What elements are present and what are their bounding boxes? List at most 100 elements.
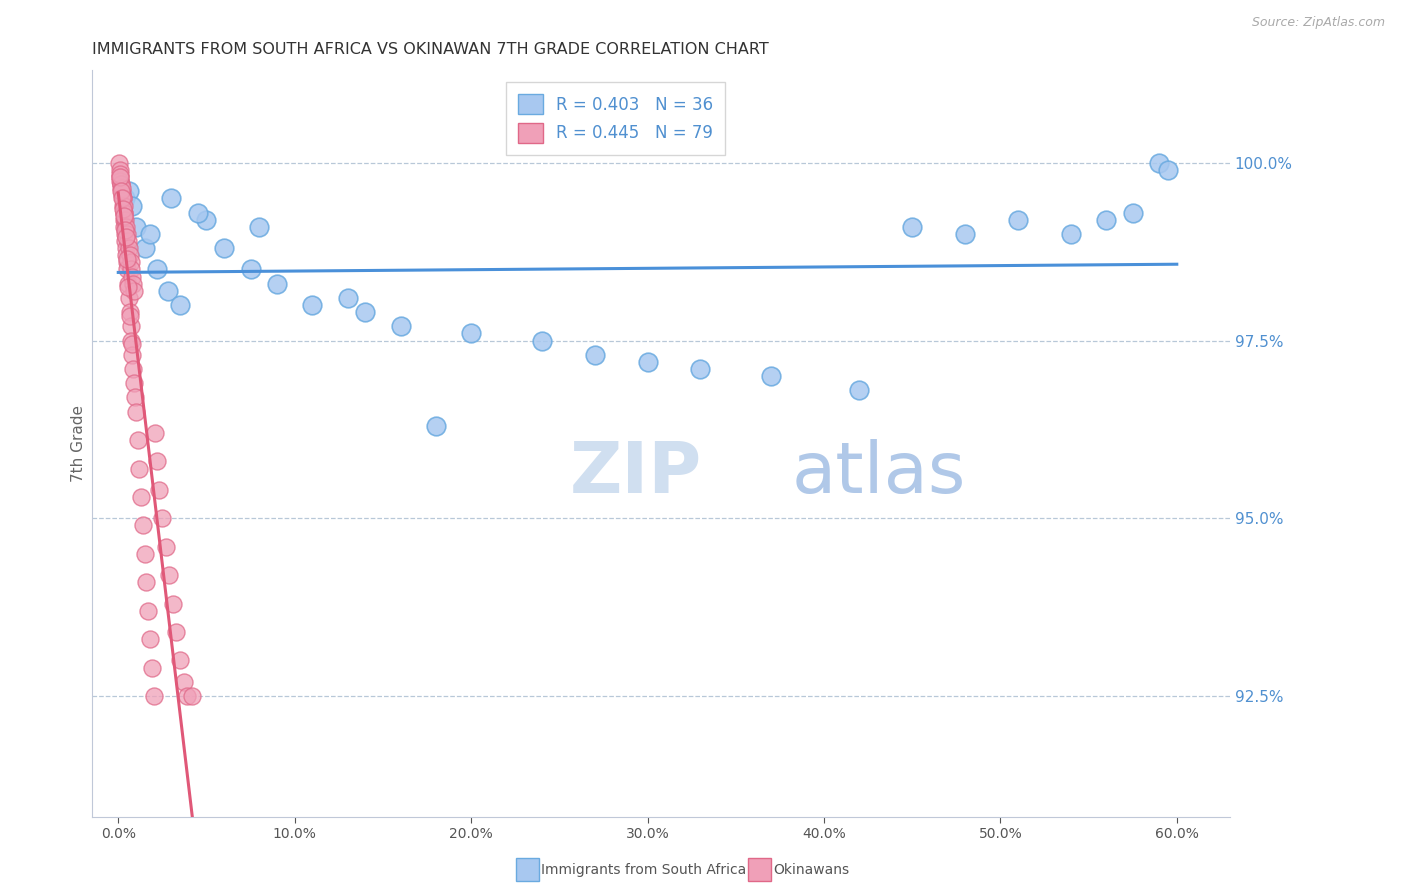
Point — [112, 198, 135, 212]
Point — [155, 540, 177, 554]
Point — [121, 348, 143, 362]
Point — [125, 219, 148, 234]
Point — [115, 219, 138, 234]
Point — [169, 298, 191, 312]
Point — [118, 291, 141, 305]
Point — [114, 223, 136, 237]
Point — [1122, 205, 1144, 219]
Point — [121, 198, 143, 212]
Point — [266, 277, 288, 291]
Point — [120, 309, 142, 323]
Point — [162, 597, 184, 611]
Point — [118, 305, 141, 319]
Point — [142, 689, 165, 703]
Point — [129, 490, 152, 504]
Point — [150, 511, 173, 525]
Point — [114, 234, 136, 248]
Point — [239, 262, 262, 277]
Point — [110, 184, 132, 198]
Point — [108, 156, 131, 170]
Point — [146, 454, 169, 468]
Point — [111, 187, 134, 202]
Point — [187, 205, 209, 219]
Point — [637, 355, 659, 369]
Point — [139, 632, 162, 647]
Point — [121, 337, 143, 351]
Text: atlas: atlas — [792, 439, 966, 508]
Point — [247, 219, 270, 234]
Point — [118, 248, 141, 262]
Point — [115, 227, 138, 241]
Point — [117, 277, 139, 291]
Point — [143, 425, 166, 440]
Point — [901, 219, 924, 234]
Point — [115, 248, 138, 262]
Point — [759, 369, 782, 384]
Point — [157, 568, 180, 582]
Point — [122, 376, 145, 391]
Point — [148, 483, 170, 497]
Point — [125, 405, 148, 419]
Point — [110, 177, 132, 191]
Point — [111, 184, 134, 198]
Point — [122, 284, 145, 298]
Point — [112, 209, 135, 223]
Text: Immigrants from South Africa: Immigrants from South Africa — [541, 863, 747, 877]
Point — [128, 461, 150, 475]
Point — [583, 348, 606, 362]
Point — [336, 291, 359, 305]
Point — [176, 689, 198, 703]
Point — [134, 241, 156, 255]
Point — [181, 689, 204, 703]
Point — [121, 262, 143, 277]
Point — [108, 167, 131, 181]
Point — [127, 433, 149, 447]
Point — [122, 362, 145, 376]
Point — [112, 198, 135, 212]
Point — [121, 334, 143, 348]
Point — [425, 418, 447, 433]
Point — [173, 674, 195, 689]
Point — [108, 170, 131, 185]
Point — [112, 205, 135, 219]
Text: Source: ZipAtlas.com: Source: ZipAtlas.com — [1251, 16, 1385, 29]
Point — [114, 230, 136, 244]
Point — [166, 625, 188, 640]
Point — [120, 255, 142, 269]
Point — [1007, 212, 1029, 227]
Point — [169, 653, 191, 667]
Point — [118, 184, 141, 198]
Point — [114, 212, 136, 227]
Point — [120, 319, 142, 334]
Point — [689, 362, 711, 376]
Point — [1060, 227, 1083, 241]
Point — [115, 252, 138, 266]
Point — [212, 241, 235, 255]
Point — [114, 219, 136, 234]
Point — [111, 180, 134, 194]
Point — [122, 277, 145, 291]
Point — [121, 269, 143, 284]
Point — [112, 212, 135, 227]
Point — [460, 326, 482, 341]
Point — [115, 255, 138, 269]
Y-axis label: 7th Grade: 7th Grade — [72, 405, 86, 483]
Point — [848, 384, 870, 398]
Point — [114, 227, 136, 241]
Point — [156, 284, 179, 298]
Text: Okinawans: Okinawans — [773, 863, 849, 877]
Point — [195, 212, 218, 227]
Point — [114, 205, 136, 219]
Point — [111, 191, 134, 205]
Text: ZIP: ZIP — [569, 439, 702, 508]
Point — [108, 163, 131, 178]
Point — [389, 319, 412, 334]
Point — [530, 334, 553, 348]
Point — [110, 173, 132, 187]
Point — [110, 170, 132, 185]
Point — [115, 262, 138, 277]
Point — [1147, 156, 1170, 170]
Point — [160, 191, 183, 205]
Point — [111, 191, 134, 205]
Point — [114, 241, 136, 255]
